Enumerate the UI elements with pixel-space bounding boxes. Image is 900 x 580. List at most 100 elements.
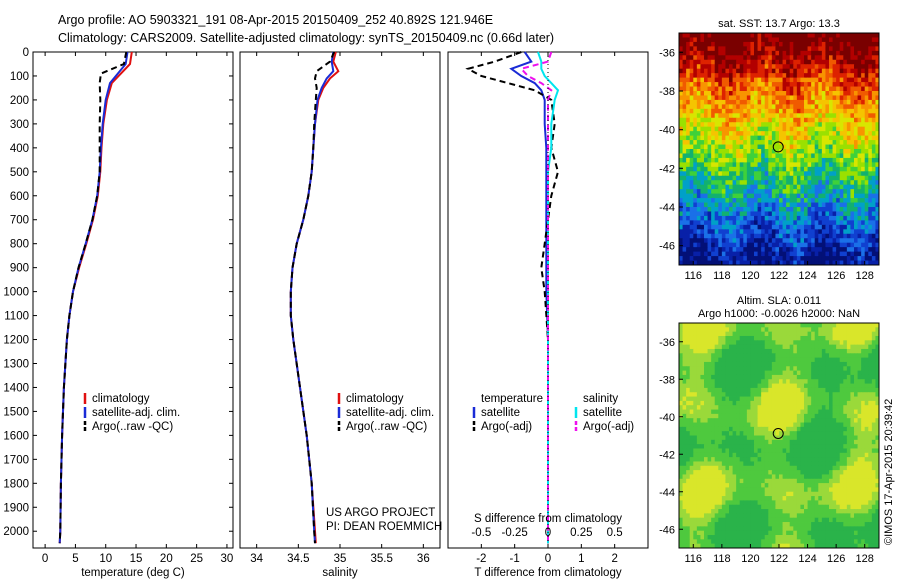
map-cell [771,396,776,402]
map-cell [732,392,737,397]
map-cell [868,387,873,393]
map-cell [818,396,823,402]
map-cell [807,59,812,65]
map-cell [682,260,687,266]
map-cell [725,260,730,266]
map-cell [721,108,726,114]
map-cell [718,439,723,445]
map-cell [721,207,726,212]
map-cell [861,224,866,230]
map-cell [868,392,873,397]
map-cell [696,353,701,359]
map-cell [814,422,819,428]
map-cell [861,400,866,406]
map-cell [789,99,794,105]
map-cell [861,344,866,350]
map-cell [746,335,751,341]
map-cell [689,46,694,52]
map-cell [693,113,698,119]
map-cell [704,465,708,471]
map-cell [743,117,748,123]
map-cell [818,461,823,467]
map-cell [704,452,708,458]
map-cell [721,149,726,154]
map-cell [868,247,873,253]
map-cell [818,131,823,137]
map-cell [839,256,844,261]
map-cell [793,104,798,110]
map-cell [804,41,808,47]
map-cell [811,448,816,454]
map-cell [736,95,741,101]
map-cell [711,340,716,346]
map-cell [750,122,755,128]
map-cell [836,207,841,212]
map-cell [746,215,751,221]
map-cell [771,413,776,419]
map-cell [789,91,794,96]
map-cell [686,426,691,432]
map-cell [811,175,816,181]
map-cell [821,383,826,389]
map-cell [800,99,805,105]
map-cell [861,55,866,61]
map-cell [736,153,741,159]
map-cell [800,383,805,389]
map-cell [832,59,837,65]
map-cell [793,392,798,397]
map-cell [850,77,855,83]
map-cell [804,396,808,402]
map-cell [871,189,876,195]
map-cell [854,247,858,253]
map-cell [682,149,687,154]
map-cell [750,422,755,428]
map-cell [707,348,712,354]
map-cell [750,202,755,208]
map-cell [818,215,823,221]
map-cell [679,144,683,150]
map-cell [771,140,776,145]
map-cell [700,122,705,128]
map-cell [846,73,851,79]
map-cell [693,366,698,371]
map-cell [714,77,719,83]
map-cell [757,431,762,436]
map-cell [846,448,851,454]
map-cell [718,171,723,177]
map-cell [832,113,837,119]
map-cell [861,383,866,389]
map-cell [682,171,687,177]
map-cell [743,370,748,376]
map-cell [761,59,766,65]
map-cell [871,37,876,43]
map-cell [761,465,766,471]
map-cell [875,73,880,79]
map-cell [871,193,876,199]
map-cell [871,215,876,221]
map-cell [846,229,851,235]
map-cell [725,435,730,441]
map-cell [814,135,819,141]
map-cell [814,220,819,226]
map-cell [743,448,748,454]
map-cell [721,55,726,61]
map-cell [721,400,726,406]
map-cell [757,117,762,123]
map-cell [679,392,683,397]
map-cell [875,126,880,132]
map-cell [804,108,808,114]
map-cell [843,126,848,132]
map-cell [814,175,819,181]
map-cell [696,126,701,132]
map-cell [689,166,694,172]
map-cell [736,68,741,74]
map-cell [679,379,683,384]
map-cell [696,444,701,449]
map-cell [861,131,866,137]
map-cell [793,357,798,363]
map-cell [804,452,808,458]
map-cell [807,396,812,402]
map-cell [711,198,716,203]
map-cell [821,413,826,419]
map-cell [868,46,873,52]
